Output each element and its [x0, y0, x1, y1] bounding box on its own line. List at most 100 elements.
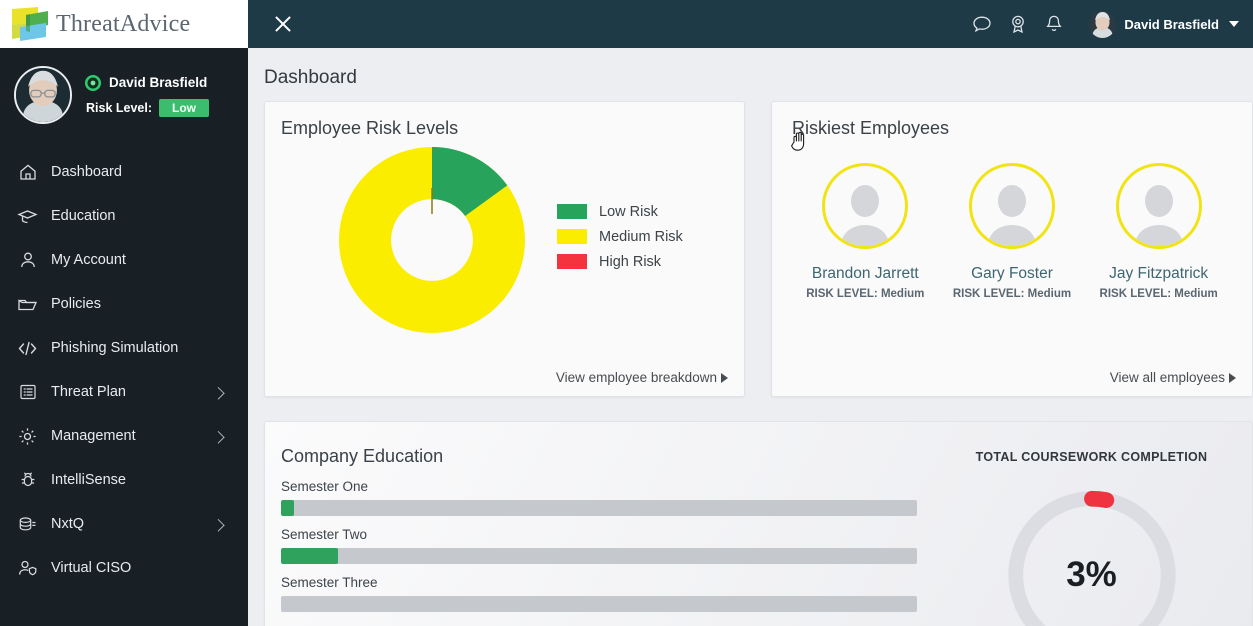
award-rosette-icon[interactable]	[1007, 13, 1029, 35]
avatar	[1115, 163, 1202, 249]
sidebar-item-threat-plan[interactable]: Threat Plan	[0, 370, 248, 414]
home-icon	[17, 162, 38, 183]
progress-bar	[281, 500, 917, 516]
close-icon[interactable]	[266, 7, 300, 41]
progress-bar	[281, 596, 917, 612]
sidebar-item-virtual-ciso[interactable]: Virtual CISO	[0, 546, 248, 590]
sidebar-item-label: Phishing Simulation	[51, 340, 179, 356]
graduation-cap-icon	[17, 206, 38, 227]
topbar-actions: David Brasfield	[971, 10, 1253, 38]
code-brackets-icon	[17, 338, 38, 359]
status-badge: Low	[159, 98, 210, 117]
gauge-value: 3%	[1066, 555, 1117, 594]
progress-fill	[281, 548, 339, 564]
chevron-right-icon	[211, 386, 225, 400]
profile-details: David Brasfield Risk Level: Low	[84, 74, 210, 117]
avatar	[14, 66, 72, 124]
chevron-right-icon	[211, 430, 225, 444]
sidebar-item-dashboard[interactable]: Dashboard	[0, 150, 248, 194]
employee-risk-level: RISK LEVEL: Medium	[806, 288, 925, 300]
legend-swatch-low-risk	[557, 204, 587, 219]
company-education-card: Company Education Semester One Semester …	[264, 421, 1253, 626]
sidebar-item-label: Education	[51, 208, 116, 224]
semester-row: Semester Three	[281, 575, 931, 612]
rosette-badge-icon	[84, 74, 102, 92]
sidebar-item-my-account[interactable]: My Account	[0, 238, 248, 282]
chevron-right-icon	[211, 518, 225, 532]
list-item[interactable]: Jay Fitzpatrick RISK LEVEL: Medium	[1085, 163, 1232, 300]
sidebar-item-label: Dashboard	[51, 164, 122, 180]
brand-name: ThreatAdvice	[56, 10, 191, 37]
gear-icon	[17, 426, 38, 447]
gauge-chart-svg	[1007, 490, 1176, 626]
employee-risk-level: RISK LEVEL: Medium	[952, 288, 1072, 300]
employee-risk-level: RISK LEVEL: Medium	[1099, 288, 1218, 300]
list-item[interactable]: Gary Foster RISK LEVEL: Medium	[939, 163, 1086, 300]
person-icon	[17, 250, 38, 271]
employee-name[interactable]: Gary Foster	[971, 265, 1053, 282]
profile-name: David Brasfield	[109, 75, 208, 90]
sidebar-item-education[interactable]: Education	[0, 194, 248, 238]
legend-label: Low Risk	[599, 203, 658, 220]
sidebar-nav: Dashboard Education My Account	[0, 150, 248, 590]
employee-risk-levels-card: Employee Risk Levels Low Risk	[264, 101, 745, 397]
bug-icon	[17, 470, 38, 491]
progress-fill	[281, 500, 294, 516]
semester-label: Semester One	[281, 479, 369, 494]
risk-level-label: Risk Level:	[86, 100, 153, 115]
legend-label: Medium Risk	[599, 228, 683, 245]
list-icon	[17, 382, 38, 403]
sidebar-item-label: Policies	[51, 296, 101, 312]
threatadvice-logo-icon	[8, 5, 54, 43]
employee-name[interactable]: Brandon Jarrett	[811, 265, 919, 282]
page-title: Dashboard	[264, 67, 357, 88]
sidebar-item-intellisense[interactable]: IntelliSense	[0, 458, 248, 502]
sidebar-item-label: Threat Plan	[51, 384, 126, 400]
employee-name[interactable]: Jay Fitzpatrick	[1109, 265, 1209, 282]
risk-donut-chart: Low Risk Medium Risk High Risk	[281, 147, 728, 333]
semester-progress-list: Company Education Semester One Semester …	[281, 438, 931, 626]
avatar	[968, 163, 1055, 249]
gauge-title: TOTAL COURSEWORK COMPLETION	[975, 450, 1208, 464]
donut-chart-svg	[339, 147, 525, 333]
card-title: Riskiest Employees	[791, 118, 950, 138]
semester-label: Semester Two	[281, 527, 368, 542]
legend-item: High Risk	[557, 254, 683, 270]
semester-row: Semester Two	[281, 527, 931, 564]
link-label: View all employees	[1109, 370, 1225, 385]
folder-icon	[17, 294, 38, 315]
triangle-right-icon	[1229, 373, 1236, 383]
database-icon	[17, 514, 38, 535]
sidebar-item-label: Management	[51, 428, 136, 444]
dashboard-cards-row: Employee Risk Levels Low Risk	[248, 89, 1253, 397]
sidebar-profile[interactable]: David Brasfield Risk Level: Low	[0, 48, 248, 144]
sidebar-item-phishing-simulation[interactable]: Phishing Simulation	[0, 326, 248, 370]
legend-label: High Risk	[599, 253, 662, 270]
progress-bar	[281, 548, 917, 564]
user-menu[interactable]: David Brasfield	[1089, 10, 1239, 38]
semester-row: Semester One	[281, 479, 931, 516]
view-employee-breakdown-link[interactable]: View employee breakdown	[556, 370, 728, 385]
list-item[interactable]: Brandon Jarrett RISK LEVEL: Medium	[792, 163, 939, 300]
brand-header[interactable]: ThreatAdvice	[0, 0, 248, 48]
legend-swatch-high-risk	[557, 254, 587, 269]
semester-label: Semester Three	[281, 575, 378, 590]
chat-bubble-icon[interactable]	[971, 13, 993, 35]
view-all-employees-link[interactable]: View all employees	[1110, 370, 1236, 385]
sidebar-item-policies[interactable]: Policies	[0, 282, 248, 326]
sidebar-item-label: My Account	[51, 252, 126, 268]
legend-swatch-medium-risk	[557, 229, 587, 244]
sidebar-item-management[interactable]: Management	[0, 414, 248, 458]
topbar: David Brasfield	[248, 0, 1253, 48]
avatar	[822, 163, 909, 249]
person-shield-icon	[17, 558, 38, 579]
bell-icon[interactable]	[1043, 13, 1065, 35]
card-title: Employee Risk Levels	[281, 118, 459, 138]
sidebar: ThreatAdvice	[0, 0, 248, 626]
employee-list: Brandon Jarrett RISK LEVEL: Medium Gary …	[792, 163, 1232, 300]
legend-item: Medium Risk	[557, 229, 683, 245]
sidebar-item-label: IntelliSense	[51, 472, 126, 488]
avatar	[1089, 10, 1117, 38]
card-title: Company Education	[281, 446, 444, 466]
sidebar-item-nxtq[interactable]: NxtQ	[0, 502, 248, 546]
